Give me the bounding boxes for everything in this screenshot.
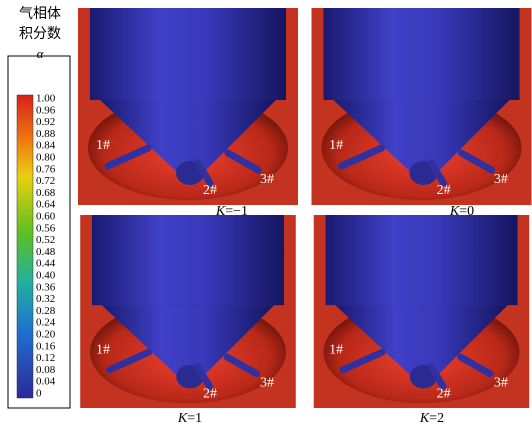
outlet-label: 1#	[96, 342, 110, 357]
colorbar-label: 0.32	[36, 293, 55, 305]
caption-symbol: K	[177, 411, 188, 426]
outlet-label: 1#	[329, 342, 343, 357]
colorbar-label: 0.28	[36, 305, 56, 317]
colorbar-label: 0.52	[36, 234, 55, 246]
colorbar-label: 0	[36, 388, 42, 400]
outlet-label: 2#	[437, 387, 451, 402]
caption-value: =1	[187, 411, 202, 426]
outlet-label: 3#	[260, 376, 274, 391]
colorbar-label: 0.12	[36, 352, 55, 364]
panel-caption: K=1	[177, 411, 202, 426]
outlet-label: 3#	[494, 376, 508, 391]
outlet-label: 3#	[260, 172, 274, 187]
outlet-label: 3#	[494, 172, 508, 187]
colorbar-label: 0.24	[36, 317, 56, 329]
colorbar-label: 0.16	[36, 340, 56, 352]
colorbar-label: 0.56	[36, 222, 56, 234]
colorbar-label: 0.44	[36, 258, 56, 270]
outlet-label: 2#	[203, 387, 217, 402]
colorbar-label: 0.48	[36, 246, 56, 258]
legend-title: 气相体	[19, 6, 61, 22]
colorbar-label: 0.84	[36, 140, 56, 152]
caption-value: =2	[429, 411, 444, 426]
legend-symbol: α	[37, 46, 45, 61]
figure-canvas: 气相体 积分数 α 1.000.960.920.880.840.800.760.…	[0, 0, 532, 428]
colorbar-label: 0.88	[36, 128, 56, 140]
colorbar-label: 0.96	[36, 104, 56, 116]
legend-title: 积分数	[19, 26, 61, 42]
colorbar-label: 0.60	[36, 211, 56, 223]
colorbar-label: 0.68	[36, 187, 56, 199]
colorbar-label: 0.80	[36, 152, 56, 164]
colorbar-label: 0.76	[36, 163, 56, 175]
colorbar-label: 0.20	[36, 329, 56, 341]
colorbar-label: 0.72	[36, 175, 55, 187]
colorbar-label: 0.08	[36, 364, 56, 376]
outlet-label: 2#	[437, 183, 451, 198]
colorbar-label: 0.36	[36, 281, 56, 293]
caption-symbol: K	[419, 411, 430, 426]
colorbar-label: 0.64	[36, 199, 56, 211]
colorbar-label: 0.40	[36, 270, 56, 282]
outlet-label: 2#	[203, 183, 217, 198]
colorbar-label: 0.92	[36, 116, 55, 128]
colorbar	[17, 95, 33, 398]
outlet-label: 1#	[96, 138, 110, 153]
figure: 气相体 积分数 α 1.000.960.920.880.840.800.760.…	[0, 0, 532, 428]
colorbar-label: 1.00	[36, 93, 56, 105]
colorbar-label: 0.04	[36, 376, 56, 388]
outlet-label: 1#	[329, 138, 343, 153]
panel-caption: K=2	[419, 411, 444, 426]
